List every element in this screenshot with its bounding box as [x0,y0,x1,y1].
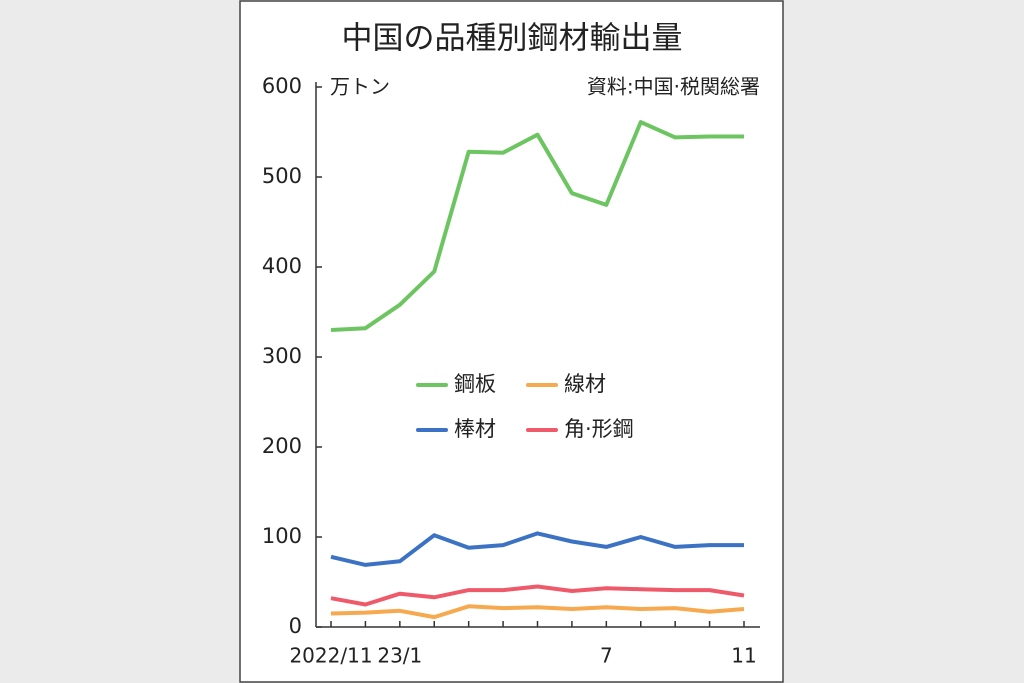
y-tick-label: 0 [289,614,302,638]
chart-title: 中国の品種別鋼材輸出量 [342,21,683,57]
y-tick-label: 500 [262,164,302,188]
line-series [330,120,744,332]
y-tick-label: 200 [262,434,302,458]
legend-label: 鋼板 [454,372,496,396]
legend-label: 角·形鋼 [564,417,634,441]
line-series [330,531,744,567]
x-tick-label: 23/1 [377,644,422,668]
y-tick-label: 300 [262,344,302,368]
legend-label: 棒材 [454,417,496,441]
line-series [330,584,745,607]
y-tick-label: 100 [262,524,302,548]
panel [239,0,784,683]
x-tick-label: 2022/11 [289,644,372,668]
legend-label: 線材 [564,372,606,396]
y-unit: 万トン [330,75,390,99]
x-tick-label: 11 [731,644,756,668]
source: 資料:中国·税関総署 [587,75,760,99]
y-tick-label: 600 [262,74,302,98]
y-tick-label: 400 [262,254,302,278]
x-tick-label: 7 [600,644,613,668]
line-series [330,604,745,620]
